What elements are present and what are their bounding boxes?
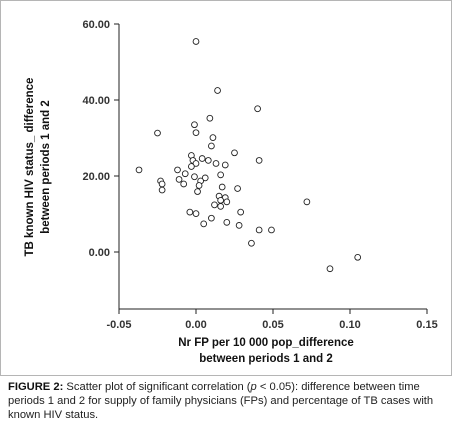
data-point xyxy=(180,180,188,188)
data-point xyxy=(231,149,238,157)
data-point xyxy=(175,176,183,183)
x-axis-title-line-2: between periods 1 and 2 xyxy=(199,353,333,365)
data-point xyxy=(217,196,224,204)
y-tick-label: 60.00 xyxy=(82,19,110,31)
data-point xyxy=(191,121,198,129)
data-point xyxy=(158,180,166,188)
data-point xyxy=(192,210,200,217)
caption-p-symbol: p xyxy=(250,381,257,393)
data-point xyxy=(188,163,195,170)
data-point xyxy=(198,155,206,162)
data-point xyxy=(186,208,194,216)
data-point xyxy=(181,170,189,178)
data-point xyxy=(234,185,241,192)
data-point xyxy=(209,134,217,141)
data-point xyxy=(218,183,226,191)
data-point xyxy=(192,129,200,137)
figure-caption: FIGURE 2: Scatter plot of significant co… xyxy=(8,380,448,422)
data-point xyxy=(135,166,143,174)
data-point xyxy=(354,253,362,261)
data-point xyxy=(154,129,161,137)
data-point xyxy=(254,105,261,113)
data-point xyxy=(191,173,198,181)
x-tick-label: 0.10 xyxy=(339,319,360,331)
caption-label: FIGURE 2: xyxy=(8,381,64,393)
data-point xyxy=(217,203,224,210)
data-point xyxy=(192,160,200,167)
caption-text-2: < 0.05): difference between time periods… xyxy=(8,381,434,421)
data-point xyxy=(255,157,263,164)
data-point xyxy=(208,142,215,150)
data-point xyxy=(235,222,243,229)
data-point xyxy=(255,226,263,234)
figure-frame: 0.00 20.00 40.00 60.00 -0.05 0.00 0.05 0.10 0.15… xyxy=(0,0,452,376)
data-point xyxy=(208,214,215,222)
data-point xyxy=(200,220,208,228)
y-tick-label: 20.00 xyxy=(82,171,110,183)
data-point xyxy=(204,157,212,164)
scatter-chart: 0.00 20.00 40.00 60.00 -0.05 0.00 0.05 0.10 0.15… xyxy=(24,19,438,365)
data-point xyxy=(217,171,224,179)
data-point xyxy=(223,198,231,206)
data-point xyxy=(201,174,209,182)
data-point xyxy=(192,38,200,45)
y-tick-label: 40.00 xyxy=(82,95,110,107)
data-point xyxy=(268,226,275,234)
data-point xyxy=(211,201,218,209)
x-tick-label: 0.05 xyxy=(262,319,283,331)
data-point xyxy=(206,114,214,122)
data-point xyxy=(248,239,255,247)
y-axis-title-line-2: between periods 1 and 2 xyxy=(40,100,52,234)
y-tick-label: 0.00 xyxy=(89,247,110,259)
x-tick-label: 0.15 xyxy=(416,319,437,331)
data-point xyxy=(174,166,181,174)
data-point xyxy=(212,160,220,167)
data-point xyxy=(237,208,245,216)
data-point xyxy=(221,161,229,169)
data-point xyxy=(158,186,166,194)
data-point xyxy=(195,182,203,189)
plot-area: 0.00 20.00 40.00 60.00 -0.05 0.00 0.05 0.10 0.15… xyxy=(24,19,438,365)
data-point xyxy=(303,198,311,206)
y-axis-title-line-1: TB known HIV status_ difference xyxy=(24,78,36,257)
data-point xyxy=(223,219,231,226)
data-point xyxy=(194,188,201,195)
x-axis-title-line-1: Nr FP per 10 000 pop_difference xyxy=(178,337,354,349)
x-tick-label: 0.00 xyxy=(185,319,206,331)
data-point xyxy=(214,87,221,94)
data-point xyxy=(326,265,334,273)
x-tick-label: -0.05 xyxy=(106,319,131,331)
caption-text-1: Scatter plot of significant correlation … xyxy=(63,381,251,393)
